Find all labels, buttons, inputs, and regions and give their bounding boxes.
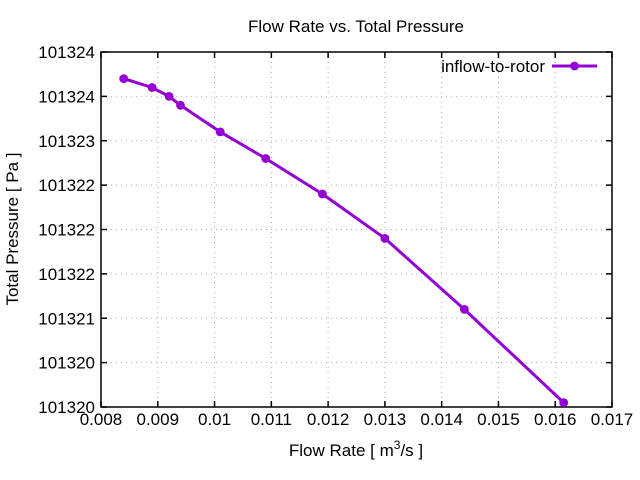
x-tick-label: 0.013 bbox=[364, 410, 407, 429]
legend: inflow-to-rotor bbox=[441, 57, 597, 76]
grid-layer bbox=[101, 52, 612, 407]
series-line bbox=[122, 77, 566, 405]
x-tick-label: 0.011 bbox=[251, 410, 292, 429]
x-axis-label-superscript: 3 bbox=[394, 438, 401, 452]
x-tick-label: 0.017 bbox=[591, 410, 634, 429]
data-point bbox=[559, 398, 569, 407]
data-point bbox=[176, 100, 185, 110]
y-tick-label: 101320 bbox=[38, 398, 95, 417]
x-tick-label: 0.008 bbox=[80, 410, 123, 429]
axis-layer: 0.008 0.009 0.01 0.011 0.012 0.013 0.014 0.015 0… bbox=[38, 43, 633, 429]
legend-entry-label: inflow-to-rotor bbox=[441, 57, 545, 76]
x-tick-label: 0.012 bbox=[307, 410, 350, 429]
x-tick-label: 0.01 bbox=[198, 410, 231, 429]
data-point bbox=[215, 127, 225, 137]
x-axis-label-suffix: /s ] bbox=[400, 441, 423, 460]
series-layer bbox=[119, 74, 569, 407]
y-tick-label: 101322 bbox=[38, 265, 95, 284]
y-tick-label: 101323 bbox=[38, 132, 95, 151]
data-point bbox=[147, 83, 157, 92]
x-axis-label-prefix: Flow Rate [ m bbox=[289, 441, 394, 460]
x-tick-label: 0.016 bbox=[534, 410, 577, 429]
data-point bbox=[460, 305, 469, 314]
x-axis-label: Flow Rate [ m3/s ] bbox=[289, 438, 423, 460]
data-point bbox=[119, 74, 129, 83]
x-tick-label: 0.015 bbox=[477, 410, 520, 429]
y-tick-label: 101321 bbox=[38, 309, 95, 328]
data-point bbox=[261, 154, 271, 163]
y-tick-label: 101324 bbox=[38, 87, 95, 106]
y-tick-label: 101322 bbox=[38, 176, 95, 195]
data-point bbox=[318, 189, 327, 199]
x-tick-label: 0.014 bbox=[420, 410, 463, 429]
data-point bbox=[380, 234, 390, 243]
data-point bbox=[164, 92, 174, 101]
y-tick-label: 101322 bbox=[38, 221, 95, 240]
x-tick-label: 0.009 bbox=[137, 410, 180, 429]
y-tick-label: 101324 bbox=[38, 43, 95, 62]
legend-sample-marker bbox=[570, 61, 579, 71]
chart-title: Flow Rate vs. Total Pressure bbox=[248, 17, 464, 36]
y-axis-label: Total Pressure [ Pa ] bbox=[3, 152, 22, 305]
y-tick-label: 101320 bbox=[38, 354, 95, 373]
